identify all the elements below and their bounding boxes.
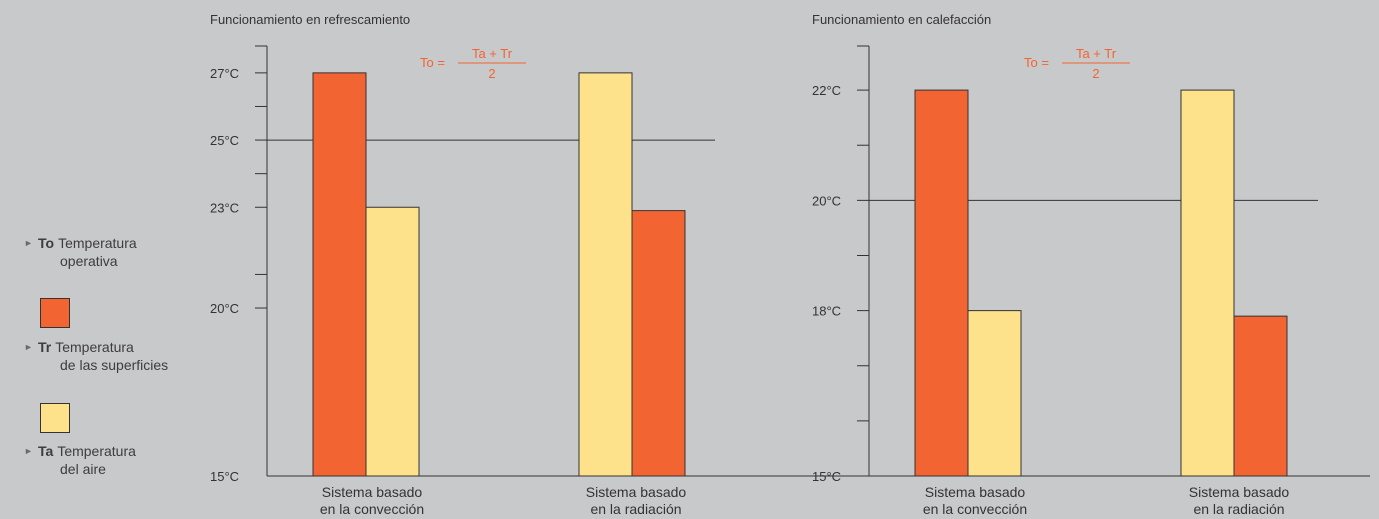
bar-ta (578, 72, 633, 477)
formula-lhs: To = (1024, 55, 1049, 70)
category-label: en la convección (320, 501, 424, 517)
formula-numerator: Ta + Tr (472, 46, 513, 61)
chart-title: Funcionamiento en refrescamiento (210, 12, 410, 27)
category-label: en la radiación (1193, 501, 1284, 517)
arrow-icon: ► (24, 446, 33, 456)
y-tick-label: 23°C (210, 200, 239, 215)
bar-tr (631, 210, 686, 477)
y-tick-label: 20°C (812, 193, 841, 208)
category-label: Sistema basado (586, 484, 687, 500)
category-label: en la convección (923, 501, 1027, 517)
legend-item-to: ► To Temperatura operativa (24, 235, 137, 269)
bar-tr (914, 89, 969, 477)
bar-tr (312, 72, 367, 477)
legend-swatch-ta (40, 403, 70, 433)
formula-denominator: 2 (1092, 66, 1099, 81)
legend: ► To Temperatura operativa ► Tr Temperatura … (24, 0, 214, 519)
formula-denominator: 2 (488, 66, 495, 81)
y-tick-label: 25°C (210, 133, 239, 148)
y-tick-label: 18°C (812, 304, 841, 319)
arrow-icon: ► (24, 342, 33, 352)
bar-ta (365, 206, 420, 477)
bar-ta (1180, 89, 1235, 477)
legend-item-tr: ► Tr Temperatura de las superficies (24, 339, 169, 373)
y-tick-label: 15°C (812, 469, 841, 484)
y-tick-label: 22°C (812, 83, 841, 98)
category-label: Sistema basado (925, 484, 1026, 500)
bar-ta (967, 310, 1022, 477)
bar-tr (1233, 315, 1288, 477)
legend-item-ta: ► Ta Temperatura del aire (24, 443, 136, 477)
chart-title: Funcionamiento en calefacción (812, 12, 991, 27)
category-label: en la radiación (590, 501, 681, 517)
y-tick-label: 15°C (210, 469, 239, 484)
category-label: Sistema basado (322, 484, 423, 500)
formula-numerator: Ta + Tr (1076, 46, 1117, 61)
arrow-icon: ► (24, 238, 33, 248)
formula-lhs: To = (420, 55, 445, 70)
legend-swatch-tr (40, 298, 70, 328)
y-tick-label: 27°C (210, 66, 239, 81)
category-label: Sistema basado (1189, 484, 1290, 500)
y-tick-label: 20°C (210, 301, 239, 316)
